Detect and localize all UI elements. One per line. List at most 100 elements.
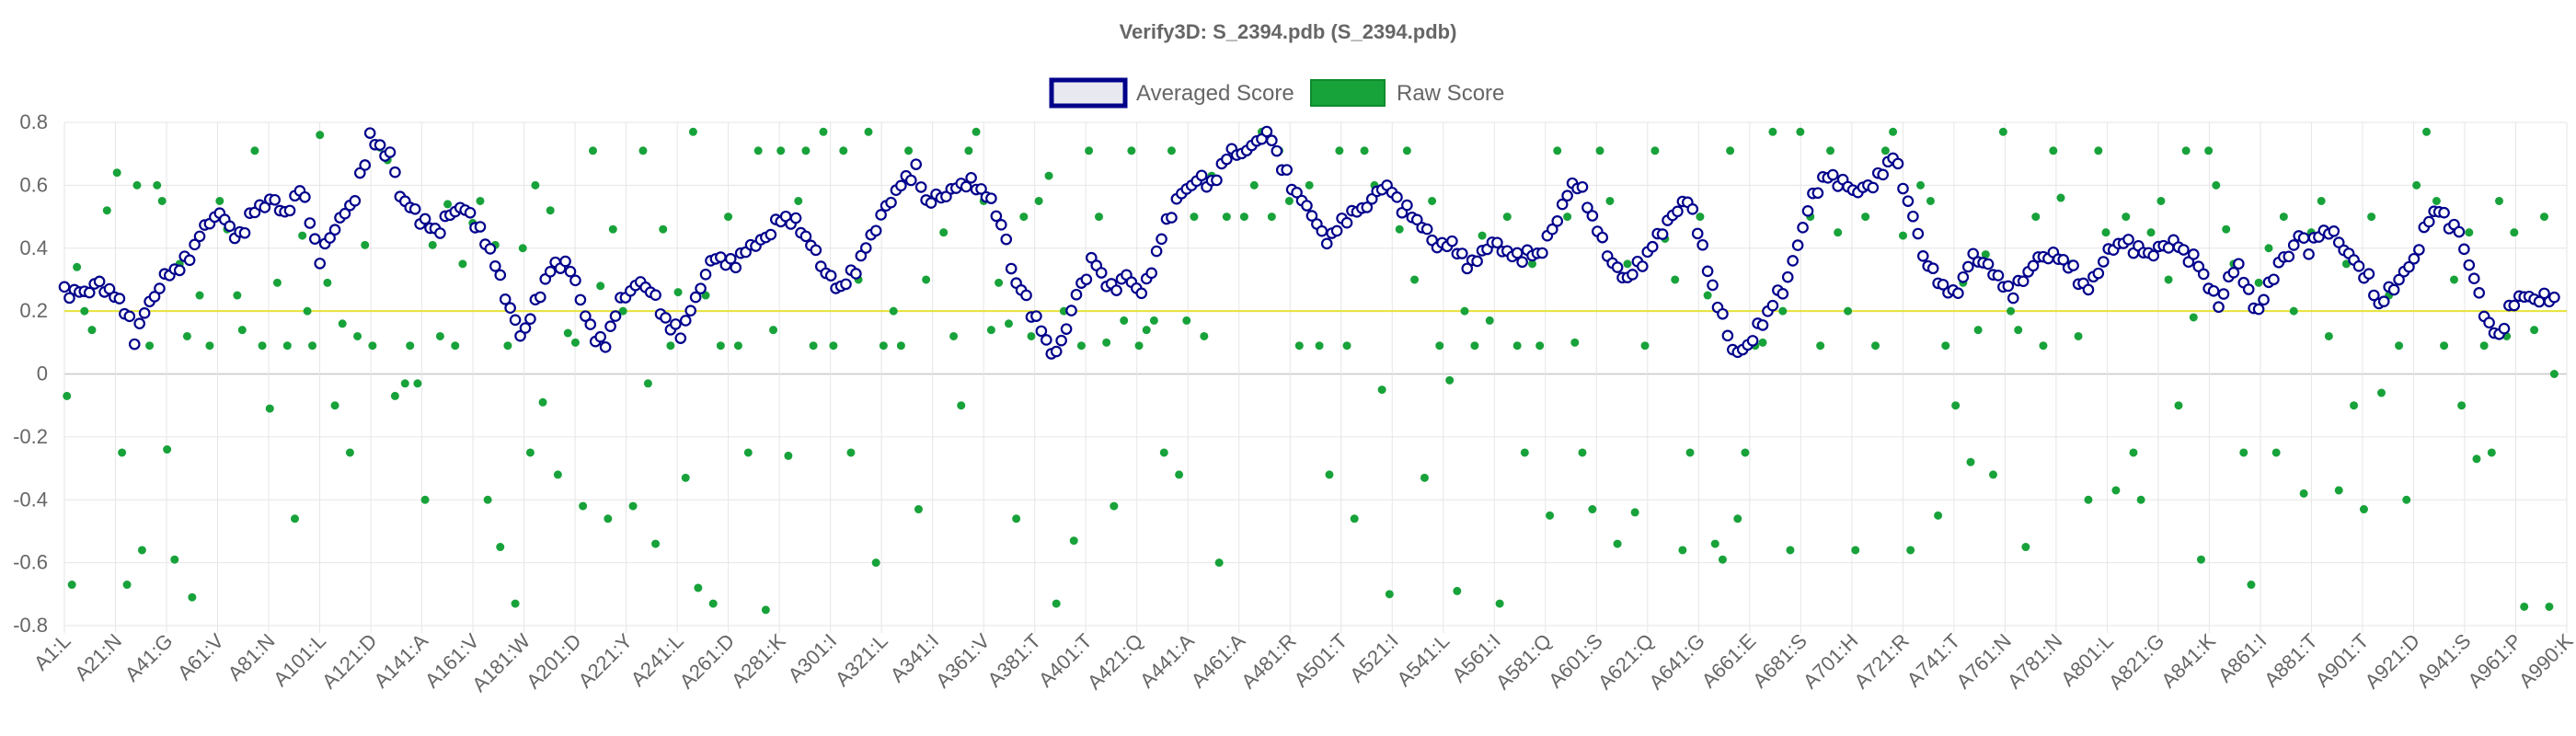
raw-score-point: [846, 448, 856, 457]
raw-score-point: [1951, 401, 1961, 410]
raw-score-point: [2324, 331, 2333, 340]
averaged-score-point: [2483, 316, 2495, 329]
averaged-score-point: [1811, 187, 1824, 200]
averaged-score-point: [1826, 168, 1839, 181]
raw-score-point: [1630, 508, 1639, 517]
averaged-score-point: [960, 180, 972, 193]
raw-score-point: [2074, 331, 2083, 340]
averaged-score-point: [1581, 201, 1593, 213]
legend-item-raw[interactable]: Raw Score: [1310, 79, 1504, 107]
raw-score-point: [1834, 228, 1843, 237]
averaged-score-point: [283, 204, 296, 217]
raw-score-point: [2457, 401, 2467, 410]
raw-score-point: [237, 326, 247, 335]
averaged-score-point: [799, 230, 812, 243]
raw-score-point: [250, 146, 259, 155]
averaged-score-point: [1511, 247, 1524, 259]
averaged-score-point: [2017, 275, 2030, 288]
x-tick-label: A61:V: [173, 629, 228, 684]
averaged-score-point: [1546, 223, 1558, 236]
raw-score-point: [1502, 213, 1512, 222]
raw-score-point: [2181, 146, 2191, 155]
averaged-score-point: [965, 171, 977, 184]
raw-score-point: [195, 291, 204, 300]
raw-score-point: [2094, 146, 2103, 155]
raw-score-point: [290, 514, 299, 523]
x-tick-label: A721:R: [1849, 629, 1914, 694]
x-tick-label: A461:A: [1187, 629, 1250, 693]
averaged-score-point: [519, 322, 532, 334]
averaged-score-point: [1926, 262, 1939, 275]
averaged-score-point: [895, 179, 907, 192]
raw-score-point: [1385, 590, 1394, 599]
averaged-score-point: [1791, 239, 1804, 251]
raw-score-point: [2189, 313, 2198, 322]
averaged-score-point: [1491, 236, 1503, 249]
averaged-score-point: [604, 320, 616, 332]
averaged-score-point: [724, 252, 737, 265]
raw-score-point: [1718, 555, 1727, 564]
raw-score-point: [353, 331, 362, 340]
raw-score-point: [1906, 546, 1915, 555]
raw-score-point: [1395, 224, 1404, 234]
averaged-score-point: [509, 314, 522, 327]
averaged-score-point: [684, 305, 696, 316]
raw-score-point: [666, 341, 675, 351]
raw-score-point: [743, 448, 753, 457]
raw-score-point: [1428, 196, 1437, 205]
raw-score-point: [2449, 275, 2458, 284]
averaged-score-point: [1556, 198, 1569, 211]
averaged-score-point: [1516, 256, 1528, 269]
x-tick-label: A781:N: [2003, 629, 2067, 694]
raw-score-point: [2412, 180, 2421, 190]
averaged-score-point: [1781, 270, 1794, 283]
averaged-score-point: [914, 181, 927, 193]
averaged-score-point: [1952, 287, 1964, 300]
raw-score-point: [724, 213, 733, 222]
raw-score-point: [330, 401, 339, 410]
raw-score-point: [871, 558, 880, 568]
averaged-score-point: [238, 226, 251, 239]
raw-score-point: [428, 240, 437, 249]
raw-score-point: [1844, 306, 1853, 316]
averaged-score-point: [103, 282, 116, 295]
x-tick-label: A501:T: [1289, 629, 1351, 692]
raw-score-point: [570, 338, 580, 347]
raw-score-point: [2084, 495, 2093, 504]
raw-score-point: [1563, 213, 1572, 222]
raw-score-point: [1069, 536, 1078, 546]
raw-score-point: [1710, 539, 1719, 548]
raw-score-point: [1182, 316, 1191, 325]
raw-score-point: [476, 196, 485, 205]
raw-score-point: [1200, 331, 1209, 340]
x-tick-label: A261:D: [675, 629, 740, 694]
raw-score-point: [1102, 338, 1111, 347]
averaged-score-point: [1095, 267, 1108, 279]
raw-score-point: [659, 224, 668, 234]
averaged-score-point: [1361, 201, 1374, 213]
raw-score-point: [1249, 180, 1259, 190]
x-tick-label: A901:T: [2311, 629, 2374, 692]
averaged-score-point: [1637, 260, 1649, 272]
raw-score-point: [525, 448, 535, 457]
legend[interactable]: Averaged Score Raw Score: [1049, 77, 1504, 109]
averaged-score-point: [419, 213, 431, 225]
averaged-score-point: [1867, 181, 1880, 194]
raw-score-point: [2174, 401, 2183, 410]
averaged-score-point: [2178, 244, 2190, 256]
raw-score-point: [1703, 291, 1712, 300]
raw-score-point: [73, 262, 82, 271]
averaged-score-point: [730, 261, 742, 274]
averaged-score-point: [574, 293, 587, 306]
averaged-score-point: [1627, 269, 1639, 281]
averaged-score-point: [1005, 262, 1018, 275]
raw-score-point: [801, 146, 811, 155]
raw-score-point: [1623, 259, 1632, 269]
x-tick-label: A281:K: [727, 629, 790, 693]
legend-item-averaged[interactable]: Averaged Score: [1049, 77, 1294, 109]
raw-score-point: [2101, 228, 2110, 237]
averaged-score-point: [789, 212, 802, 224]
averaged-score-point: [154, 282, 166, 294]
raw-score-point: [272, 278, 282, 287]
averaged-score-point: [1145, 267, 1157, 280]
